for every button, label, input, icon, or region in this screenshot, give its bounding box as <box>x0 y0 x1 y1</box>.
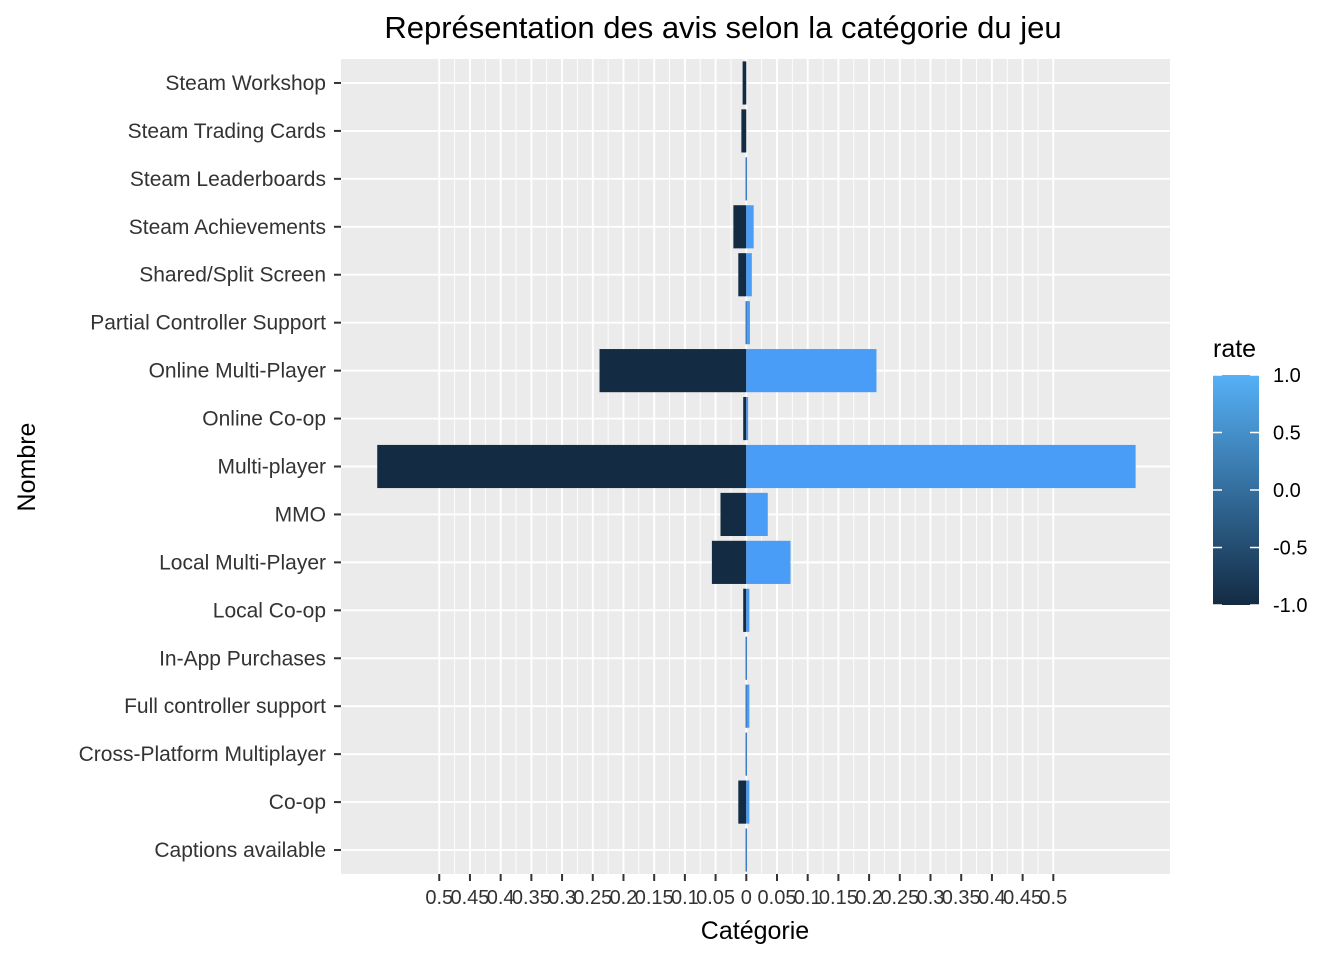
x-tick-label: 0.5 <box>425 887 453 909</box>
bar-negative <box>745 636 747 680</box>
x-tick-label: 0.15 <box>635 887 674 909</box>
bar-positive <box>746 780 750 824</box>
x-tick-label: 0.35 <box>942 887 981 909</box>
x-tick-label: 0.1 <box>794 887 822 909</box>
y-tick-label: Co-op <box>269 791 326 814</box>
x-tick-label: 0.2 <box>610 887 638 909</box>
x-tick-label: 0.4 <box>978 887 1006 909</box>
y-tick-label: Steam Workshop <box>165 72 326 95</box>
legend-tick-label: 0.0 <box>1273 480 1301 502</box>
x-tick-label: 0.45 <box>450 887 489 909</box>
bar-negative <box>738 780 747 824</box>
bar-negative <box>741 109 747 153</box>
bar-positive <box>746 157 748 201</box>
bar-negative <box>733 205 747 249</box>
y-tick-label: Cross-Platform Multiplayer <box>79 743 326 766</box>
x-tick-label: 0.3 <box>917 887 945 909</box>
y-tick-label: Steam Trading Cards <box>128 120 326 143</box>
x-tick-label: 0.2 <box>855 887 883 909</box>
bar-negative <box>745 301 747 345</box>
bar-positive <box>746 444 1136 489</box>
bar-positive <box>746 636 748 680</box>
x-tick-label: 0.05 <box>696 887 735 909</box>
bar-negative <box>738 253 747 297</box>
x-tick-label: 0.5 <box>1039 887 1067 909</box>
y-axis-title: Nombre <box>13 423 41 512</box>
y-tick-label: Online Multi-Player <box>149 360 326 383</box>
bars <box>377 61 1136 872</box>
bar-positive <box>746 540 791 584</box>
x-tick-label: 0.15 <box>819 887 858 909</box>
y-tick-label: Steam Achievements <box>129 216 326 239</box>
legend: rate 1.0 0.5 0.0 -0.5 -1.0 <box>1213 335 1307 617</box>
bar-positive <box>746 588 750 632</box>
y-tick-label: Shared/Split Screen <box>139 264 326 287</box>
bar-positive <box>746 253 752 297</box>
x-tick-label: 0.4 <box>487 887 515 909</box>
bar-positive <box>746 684 750 728</box>
bar-negative <box>720 492 747 537</box>
bar-positive <box>746 301 750 345</box>
bar-negative <box>745 732 747 776</box>
bar-positive <box>746 732 748 776</box>
y-tick-label: MMO <box>275 503 326 526</box>
bar-positive <box>746 349 877 393</box>
y-tick-label: Steam Leaderboards <box>130 168 326 191</box>
x-tick-label: 0.35 <box>512 887 551 909</box>
bar-positive <box>746 828 748 872</box>
x-axis: 0.50.450.40.350.30.250.20.150.10.05 0 0.05… <box>425 874 1067 909</box>
y-tick-label: Local Multi-Player <box>159 551 326 574</box>
y-tick-label: Full controller support <box>124 695 326 718</box>
bar-negative <box>743 396 747 441</box>
bar-positive <box>746 205 754 249</box>
bar-negative <box>377 444 747 489</box>
y-tick-label: Local Co-op <box>213 599 326 622</box>
x-tick-label: 0 <box>741 887 752 909</box>
x-axis-title: Catégorie <box>701 917 809 945</box>
bar-positive <box>746 396 749 441</box>
y-tick-label: In-App Purchases <box>159 647 326 670</box>
legend-tick-label: -0.5 <box>1273 538 1307 560</box>
bar-negative <box>745 828 747 872</box>
y-tick-label: Multi-player <box>217 456 326 479</box>
x-tick-label: 0.3 <box>548 887 576 909</box>
legend-title: rate <box>1213 335 1256 363</box>
x-tick-label: 0.25 <box>573 887 612 909</box>
x-tick-label: 0.05 <box>758 887 797 909</box>
legend-tick-label: -1.0 <box>1273 595 1307 617</box>
x-tick-label: 0.45 <box>1003 887 1042 909</box>
x-tick-label: 0.25 <box>880 887 919 909</box>
bar-negative <box>745 684 747 728</box>
y-tick-label: Partial Controller Support <box>90 312 326 335</box>
legend-ticks: 1.0 0.5 0.0 -0.5 -1.0 <box>1213 365 1307 617</box>
bar-positive <box>746 492 768 537</box>
bar-negative <box>743 588 747 632</box>
bar-negative <box>711 540 747 584</box>
y-tick-label: Online Co-op <box>202 408 326 431</box>
bar-negative <box>599 349 747 393</box>
legend-tick-label: 0.5 <box>1273 423 1301 445</box>
legend-tick-label: 1.0 <box>1273 365 1301 387</box>
bar-negative <box>745 157 747 201</box>
y-tick-label: Captions available <box>154 839 326 862</box>
y-axis: Steam Workshop Steam Trading Cards Steam L… <box>79 72 341 862</box>
chart-title: Représentation des avis selon la catégor… <box>384 10 1061 45</box>
bar-negative <box>742 61 747 105</box>
x-tick-label: 0.1 <box>671 887 699 909</box>
